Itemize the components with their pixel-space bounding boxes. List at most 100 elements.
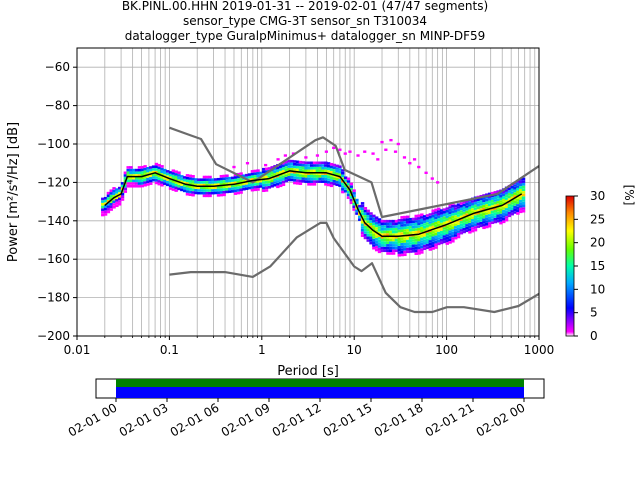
psd-cell <box>377 231 382 235</box>
psd-cell <box>389 219 393 223</box>
psd-cell <box>202 181 207 184</box>
psd-cell <box>143 183 147 187</box>
psd-cell <box>106 199 111 203</box>
psd-cell <box>459 207 464 211</box>
psd-cell <box>406 237 410 240</box>
psd-cell <box>383 222 387 226</box>
psd-cell <box>507 187 512 191</box>
psd-cell <box>214 191 218 195</box>
psd-cell <box>451 204 455 208</box>
psd-cell <box>101 205 105 209</box>
psd-cell <box>242 179 246 183</box>
psd-cell <box>112 205 116 209</box>
psd-cell <box>256 172 260 175</box>
psd-cell <box>518 191 523 195</box>
psd-cell <box>473 209 478 213</box>
psd-cell <box>400 248 404 251</box>
psd-cell <box>490 199 495 203</box>
psd-cell <box>476 219 481 223</box>
psd-cell <box>403 248 407 251</box>
psd-cell <box>281 175 286 178</box>
psd-cell <box>123 190 128 193</box>
psd-cell <box>403 218 407 222</box>
psd-cell <box>400 242 404 246</box>
psd-cell <box>228 176 232 180</box>
psd-cell <box>225 187 229 191</box>
psd-cell <box>262 175 266 179</box>
psd-cell <box>273 173 277 176</box>
psd-cell <box>126 168 130 172</box>
psd-cell <box>389 227 393 231</box>
psd-cell <box>295 163 300 166</box>
psd-cell <box>400 229 404 233</box>
psd-cell <box>377 229 382 232</box>
psd-cell <box>180 185 184 189</box>
psd-outlier-cell <box>412 158 417 161</box>
psd-cell <box>504 216 509 219</box>
psd-cell <box>146 167 150 170</box>
psd-cell <box>281 167 286 170</box>
psd-cell <box>521 177 526 181</box>
psd-cell <box>420 229 424 233</box>
psd-cell <box>377 223 382 227</box>
psd-cell <box>518 194 523 197</box>
psd-cell <box>391 222 396 226</box>
psd-cell <box>222 185 226 189</box>
psd-cell <box>386 244 390 247</box>
psd-cell <box>174 173 178 176</box>
psd-outlier-cell <box>291 152 296 155</box>
psd-cell <box>439 220 444 223</box>
psd-cell <box>408 226 413 229</box>
psd-outlier-cell <box>424 171 428 174</box>
psd-cell <box>462 230 466 234</box>
psd-cell <box>516 182 520 186</box>
psd-cell <box>185 192 190 196</box>
psd-cell <box>431 225 435 229</box>
psd-outlier-cell <box>338 148 342 151</box>
psd-cell <box>120 184 125 188</box>
psd-cell <box>137 179 142 183</box>
psd-cell <box>397 248 401 252</box>
psd-cell <box>101 213 105 217</box>
psd-cell <box>437 215 441 219</box>
psd-cell <box>222 177 226 181</box>
psd-cell <box>202 183 207 187</box>
psd-cell <box>374 221 379 225</box>
psd-cell <box>228 179 232 183</box>
psd-cell <box>490 205 495 208</box>
psd-outlier-cell <box>408 162 412 165</box>
psd-cell <box>470 208 475 211</box>
psd-cell <box>216 177 221 181</box>
psd-cell <box>389 236 393 239</box>
psd-cell <box>355 212 359 215</box>
psd-cell <box>270 182 274 185</box>
psd-cell <box>366 215 370 218</box>
psd-outlier-cell <box>332 146 336 150</box>
psd-cell <box>123 187 128 191</box>
psd-cell <box>513 208 517 212</box>
psd-cell <box>459 226 464 230</box>
psd-cell <box>521 199 526 202</box>
psd-cell <box>177 184 181 188</box>
psd-cell <box>230 184 235 188</box>
psd-cell <box>400 221 404 225</box>
psd-cell <box>425 241 430 244</box>
psd-cell <box>380 244 385 247</box>
psd-cell <box>372 228 376 231</box>
psd-cell <box>197 191 201 195</box>
psd-cell <box>502 217 506 221</box>
psd-cell <box>315 166 320 170</box>
psd-cell <box>123 171 128 175</box>
psd-outlier-cell <box>343 152 347 155</box>
psd-cell <box>369 225 373 229</box>
psd-cell <box>454 204 458 208</box>
psd-cell <box>236 186 241 189</box>
psd-cell <box>386 225 390 228</box>
psd-cell <box>397 251 401 254</box>
psd-cell <box>304 172 308 175</box>
psd-cell <box>389 249 393 253</box>
psd-cell <box>273 178 277 182</box>
psd-cell <box>502 215 506 218</box>
psd-cell <box>225 182 229 186</box>
psd-cell <box>394 249 399 253</box>
